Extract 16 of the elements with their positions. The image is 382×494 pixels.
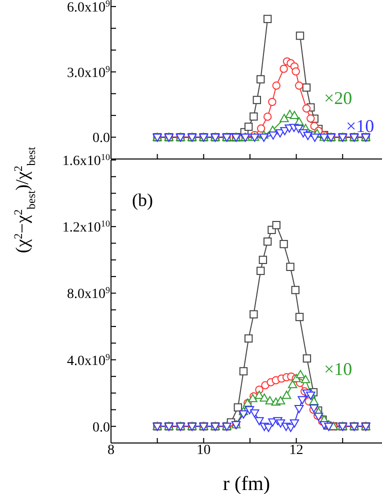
- annotation: ×10: [346, 116, 374, 136]
- x-tick-label: 12: [289, 443, 304, 458]
- y-tick-label: 1.6x10$^{10}$: [62, 152, 110, 169]
- y-tick-label: 8.0x10$^{9}$: [66, 285, 110, 302]
- x-tick-label: 8: [108, 443, 114, 458]
- annotation: (b): [132, 190, 153, 210]
- x-tick-label: 10: [196, 443, 211, 458]
- y-tick-label: 4.0x10$^{9}$: [66, 352, 110, 369]
- annotation: ×10: [324, 359, 352, 379]
- y-tick-label: 6.0x10$^{9}$: [66, 0, 110, 16]
- annotation: ×20: [324, 88, 352, 108]
- x-axis-title: r (fm): [222, 473, 270, 494]
- y-tick-label: 0.0: [92, 420, 110, 436]
- y-tick-label: 0.0: [92, 131, 110, 146]
- y-tick-label: 3.0x10$^{9}$: [66, 64, 110, 81]
- y-tick-label: 1.2x10$^{10}$: [62, 218, 110, 236]
